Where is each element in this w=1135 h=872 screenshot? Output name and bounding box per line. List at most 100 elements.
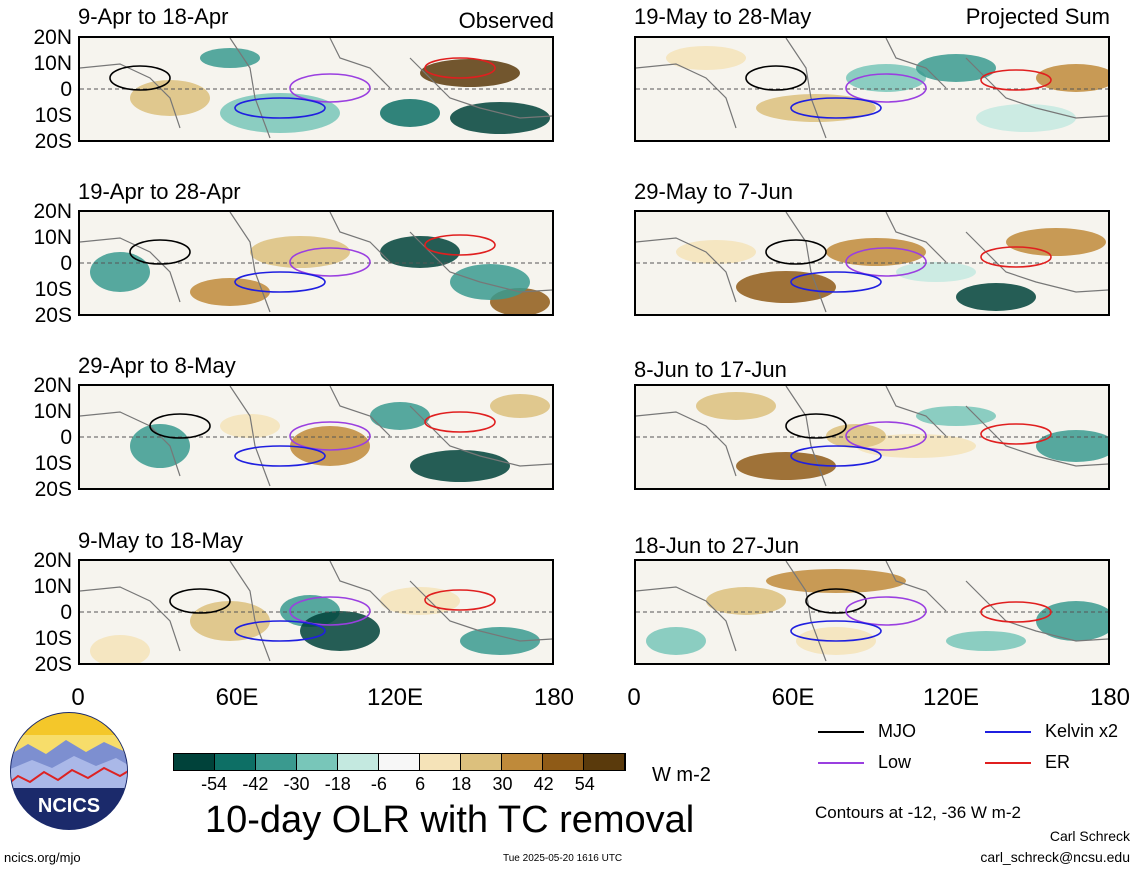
lat-label: 10N [33, 52, 72, 75]
olr-anomaly-blob [646, 627, 706, 655]
lon-label-left-60e: 60E [215, 684, 259, 711]
colorbar-swatch [420, 754, 461, 770]
lat-label: 20S [34, 478, 72, 501]
observed-label: Observed [458, 8, 554, 33]
legend-label-low: Low [878, 752, 912, 772]
olr-anomaly-blob [450, 264, 530, 300]
olr-anomaly-field [636, 38, 1108, 139]
olr-anomaly-blob [706, 587, 786, 615]
olr-anomaly-blob [90, 635, 150, 663]
wave-contour [790, 271, 882, 293]
lat-label: 0 [60, 78, 72, 101]
wave-contour [845, 421, 927, 451]
colorbar-swatch [215, 754, 256, 770]
panel-title-left-4: 9-May to 18-May [78, 528, 244, 553]
olr-anomaly-field [636, 212, 1108, 313]
coastline [636, 38, 1108, 139]
lat-label: 20N [33, 549, 72, 572]
lon-label-right-180: 180 [1089, 684, 1131, 711]
colorbar-swatch [502, 754, 543, 770]
olr-anomaly-blob [410, 450, 510, 482]
colorbar [173, 753, 626, 771]
contour-note: Contours at -12, -36 W m-2 [815, 803, 1021, 822]
lat-label: 10N [33, 575, 72, 598]
olr-anomaly-blob [666, 46, 746, 70]
colorbar-tick-label: -30 [283, 774, 310, 794]
wave-contour [424, 234, 496, 256]
lon-label-right-0: 0 [627, 684, 641, 711]
panel-title-left-3: 29-Apr to 8-May [78, 353, 236, 378]
figure-title: 10-day OLR with TC removal [205, 799, 695, 841]
olr-anomaly-blob [826, 238, 926, 266]
lat-label: 20N [33, 200, 72, 223]
lat-label: 20S [34, 304, 72, 327]
colorbar-tick-label: 42 [533, 774, 554, 794]
lon-label-right-60e: 60E [771, 684, 815, 711]
olr-anomaly-blob [380, 236, 460, 268]
colorbar-swatch [461, 754, 502, 770]
lat-label: 20S [34, 653, 72, 676]
olr-anomaly-blob [490, 394, 550, 418]
lon-label-left-180: 180 [533, 684, 575, 711]
wave-contour [424, 589, 496, 611]
lat-label: 10N [33, 400, 72, 423]
colorbar-tick-label: -54 [201, 774, 228, 794]
wave-contour [805, 588, 867, 614]
olr-anomaly-field [80, 212, 552, 314]
author-name: Carl Schreck [1049, 828, 1130, 844]
wave-contour [785, 413, 847, 439]
lat-label: 10S [34, 627, 72, 650]
olr-anomaly-blob [300, 611, 380, 651]
olr-anomaly-blob [130, 424, 190, 468]
wave-contour [765, 239, 827, 265]
olr-anomaly-blob [846, 64, 926, 92]
olr-anomaly-blob [1036, 601, 1108, 641]
olr-anomaly-blob [90, 252, 150, 292]
lat-label: 10S [34, 104, 72, 127]
olr-anomaly-blob [1006, 228, 1106, 256]
colorbar-tick-label: 30 [492, 774, 513, 794]
ncics-logo: NCICS [8, 710, 130, 832]
legend-label-kelvin: Kelvin x2 [1045, 721, 1119, 741]
colorbar-swatch [174, 754, 215, 770]
lat-label: 10N [33, 226, 72, 249]
wave-contour [980, 601, 1052, 623]
map-panel-right-3 [634, 384, 1110, 490]
colorbar-swatch [256, 754, 297, 770]
lat-label: 10S [34, 452, 72, 475]
map-panel-left-1 [78, 36, 554, 142]
lat-label: 10S [34, 278, 72, 301]
colorbar-tick-label: 18 [451, 774, 472, 794]
olr-anomaly-blob [220, 93, 340, 133]
coastline [636, 212, 1108, 313]
coastline [636, 386, 1108, 487]
olr-anomaly-field [80, 561, 552, 663]
wave-contour [149, 413, 211, 439]
wave-contour [790, 445, 882, 467]
lat-label: 0 [60, 601, 72, 624]
lon-label-left-0: 0 [71, 684, 85, 711]
legend-label-mjo: MJO [878, 721, 916, 741]
wave-contour [234, 620, 326, 642]
olr-anomaly-blob [696, 392, 776, 420]
wave-contour [980, 69, 1052, 91]
legend-label-er: ER [1045, 752, 1071, 772]
olr-anomaly-field [636, 386, 1108, 487]
colorbar-swatch [584, 754, 625, 770]
wave-contour [424, 411, 496, 433]
legend-line-kelvin [985, 731, 1031, 733]
olr-anomaly-blob [916, 54, 996, 82]
map-panel-left-4 [78, 559, 554, 665]
coastline [80, 38, 552, 139]
wave-contour [109, 65, 171, 91]
lat-label: 20N [33, 374, 72, 397]
lat-label: 20S [34, 130, 72, 153]
panel-title-right-3: 8-Jun to 17-Jun [634, 357, 787, 382]
timestamp: Tue 2025-05-20 1616 UTC [503, 853, 623, 864]
wave-contour [289, 596, 371, 626]
legend-line-low [818, 762, 864, 764]
wave-contour [745, 65, 807, 91]
wave-contour [790, 620, 882, 642]
olr-anomaly-blob [736, 452, 836, 480]
wave-contour [980, 246, 1052, 268]
